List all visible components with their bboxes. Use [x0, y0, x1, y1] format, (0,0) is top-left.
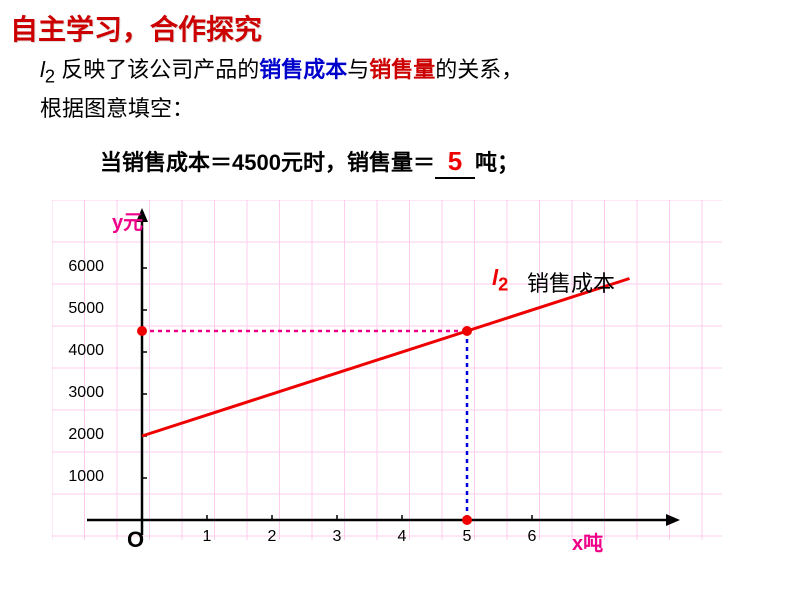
y-tick-label: 3000: [56, 384, 104, 402]
x-tick-label: 3: [327, 528, 347, 546]
question-text: 当销售成本＝4500元时，销售量＝5吨；: [100, 145, 519, 179]
y-tick-label: 6000: [56, 258, 104, 276]
legend-text: 销售成本: [527, 266, 615, 298]
y-axis-label: y元: [112, 206, 143, 235]
intro-text: l2 反映了该公司产品的销售成本与销售量的关系， 根据图意填空：: [40, 52, 523, 126]
y-tick-label: 2000: [56, 426, 104, 444]
chart: y元 O x吨 l2 销售成本 1000 2000 3000 4000 5000 6000…: [52, 200, 732, 580]
line-label: l2: [492, 265, 508, 295]
x-tick-label: 1: [197, 528, 217, 546]
origin-label: O: [127, 527, 144, 553]
y-tick-label: 5000: [56, 300, 104, 318]
x-tick-label: 6: [522, 528, 542, 546]
x-axis-label: x吨: [572, 527, 603, 556]
y-tick-label: 4000: [56, 342, 104, 360]
x-tick-label: 2: [262, 528, 282, 546]
y-tick-label: 1000: [56, 468, 104, 486]
answer-value: 5: [440, 146, 470, 177]
x-tick-label: 5: [457, 528, 477, 546]
page-title: 自主学习，合作探究: [10, 8, 262, 48]
chart-svg: [52, 200, 732, 580]
x-tick-label: 4: [392, 528, 412, 546]
